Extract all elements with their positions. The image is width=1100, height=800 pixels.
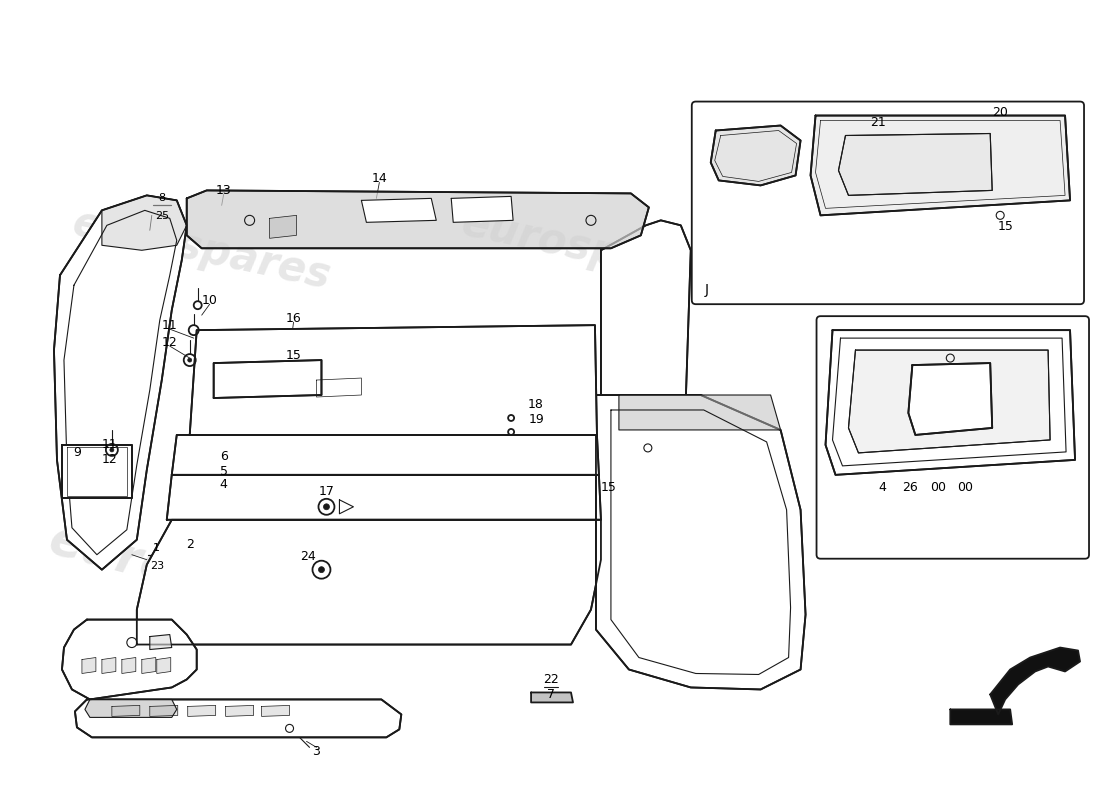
Polygon shape [451,196,513,222]
Text: 23: 23 [150,561,164,570]
Text: J: J [705,283,708,298]
Text: 22: 22 [543,673,559,686]
Text: 3: 3 [312,745,320,758]
Text: 8: 8 [158,194,165,203]
Polygon shape [531,693,573,702]
Polygon shape [838,134,992,195]
Polygon shape [990,647,1080,714]
Text: eurospares: eurospares [68,202,334,298]
Text: eurospares: eurospares [43,515,361,644]
Text: 4: 4 [220,478,228,491]
Polygon shape [596,395,805,690]
Text: 20: 20 [992,106,1008,119]
Text: 11: 11 [102,438,118,451]
Polygon shape [189,325,597,435]
Text: 7: 7 [547,688,556,701]
Text: 14: 14 [372,172,387,185]
Text: 10: 10 [201,294,218,306]
Polygon shape [85,699,177,718]
Text: 25: 25 [155,211,168,222]
Polygon shape [150,706,178,717]
Text: 4: 4 [879,482,887,494]
Polygon shape [54,195,187,570]
FancyBboxPatch shape [816,316,1089,558]
Text: eurospares: eurospares [432,515,750,644]
Text: 24: 24 [300,550,317,563]
Polygon shape [75,699,402,738]
Polygon shape [909,363,992,435]
Text: 21: 21 [870,116,887,129]
Polygon shape [362,198,437,222]
Polygon shape [172,435,598,475]
Text: 19: 19 [528,414,543,426]
Text: 16: 16 [286,312,301,325]
Circle shape [323,504,330,510]
Circle shape [319,566,324,573]
Polygon shape [122,658,135,674]
Text: 15: 15 [601,482,617,494]
Circle shape [188,358,191,362]
Text: 00: 00 [957,482,974,494]
Polygon shape [167,475,601,520]
Text: 5: 5 [220,466,228,478]
Polygon shape [213,360,321,398]
Polygon shape [262,706,289,717]
Text: 9: 9 [73,446,81,459]
FancyBboxPatch shape [692,102,1084,304]
Polygon shape [150,634,172,650]
Circle shape [110,448,114,452]
Text: 13: 13 [216,184,231,197]
Polygon shape [711,126,801,186]
Polygon shape [601,220,691,610]
Polygon shape [136,520,601,645]
Text: 15: 15 [286,349,301,362]
Polygon shape [619,395,781,430]
Text: 6: 6 [220,450,228,463]
Polygon shape [187,190,649,248]
Text: 2: 2 [186,538,194,551]
Polygon shape [226,706,254,717]
Text: 12: 12 [162,336,177,349]
Text: 00: 00 [931,482,946,494]
Text: 12: 12 [102,454,118,466]
Polygon shape [811,115,1070,215]
Polygon shape [62,445,132,498]
Polygon shape [950,710,1012,724]
Text: 15: 15 [998,220,1013,233]
Text: 17: 17 [319,486,334,498]
Text: 1: 1 [153,542,161,553]
Polygon shape [848,350,1050,453]
Polygon shape [270,215,297,238]
Polygon shape [825,330,1075,475]
Text: 18: 18 [528,398,544,411]
Polygon shape [188,706,216,717]
Polygon shape [62,619,197,699]
Text: eurospares: eurospares [458,202,724,298]
Polygon shape [112,706,140,717]
Polygon shape [142,658,156,674]
Polygon shape [102,195,187,250]
Polygon shape [157,658,170,674]
Polygon shape [102,658,116,674]
Polygon shape [81,658,96,674]
Text: 11: 11 [162,318,177,332]
Text: 26: 26 [902,482,918,494]
